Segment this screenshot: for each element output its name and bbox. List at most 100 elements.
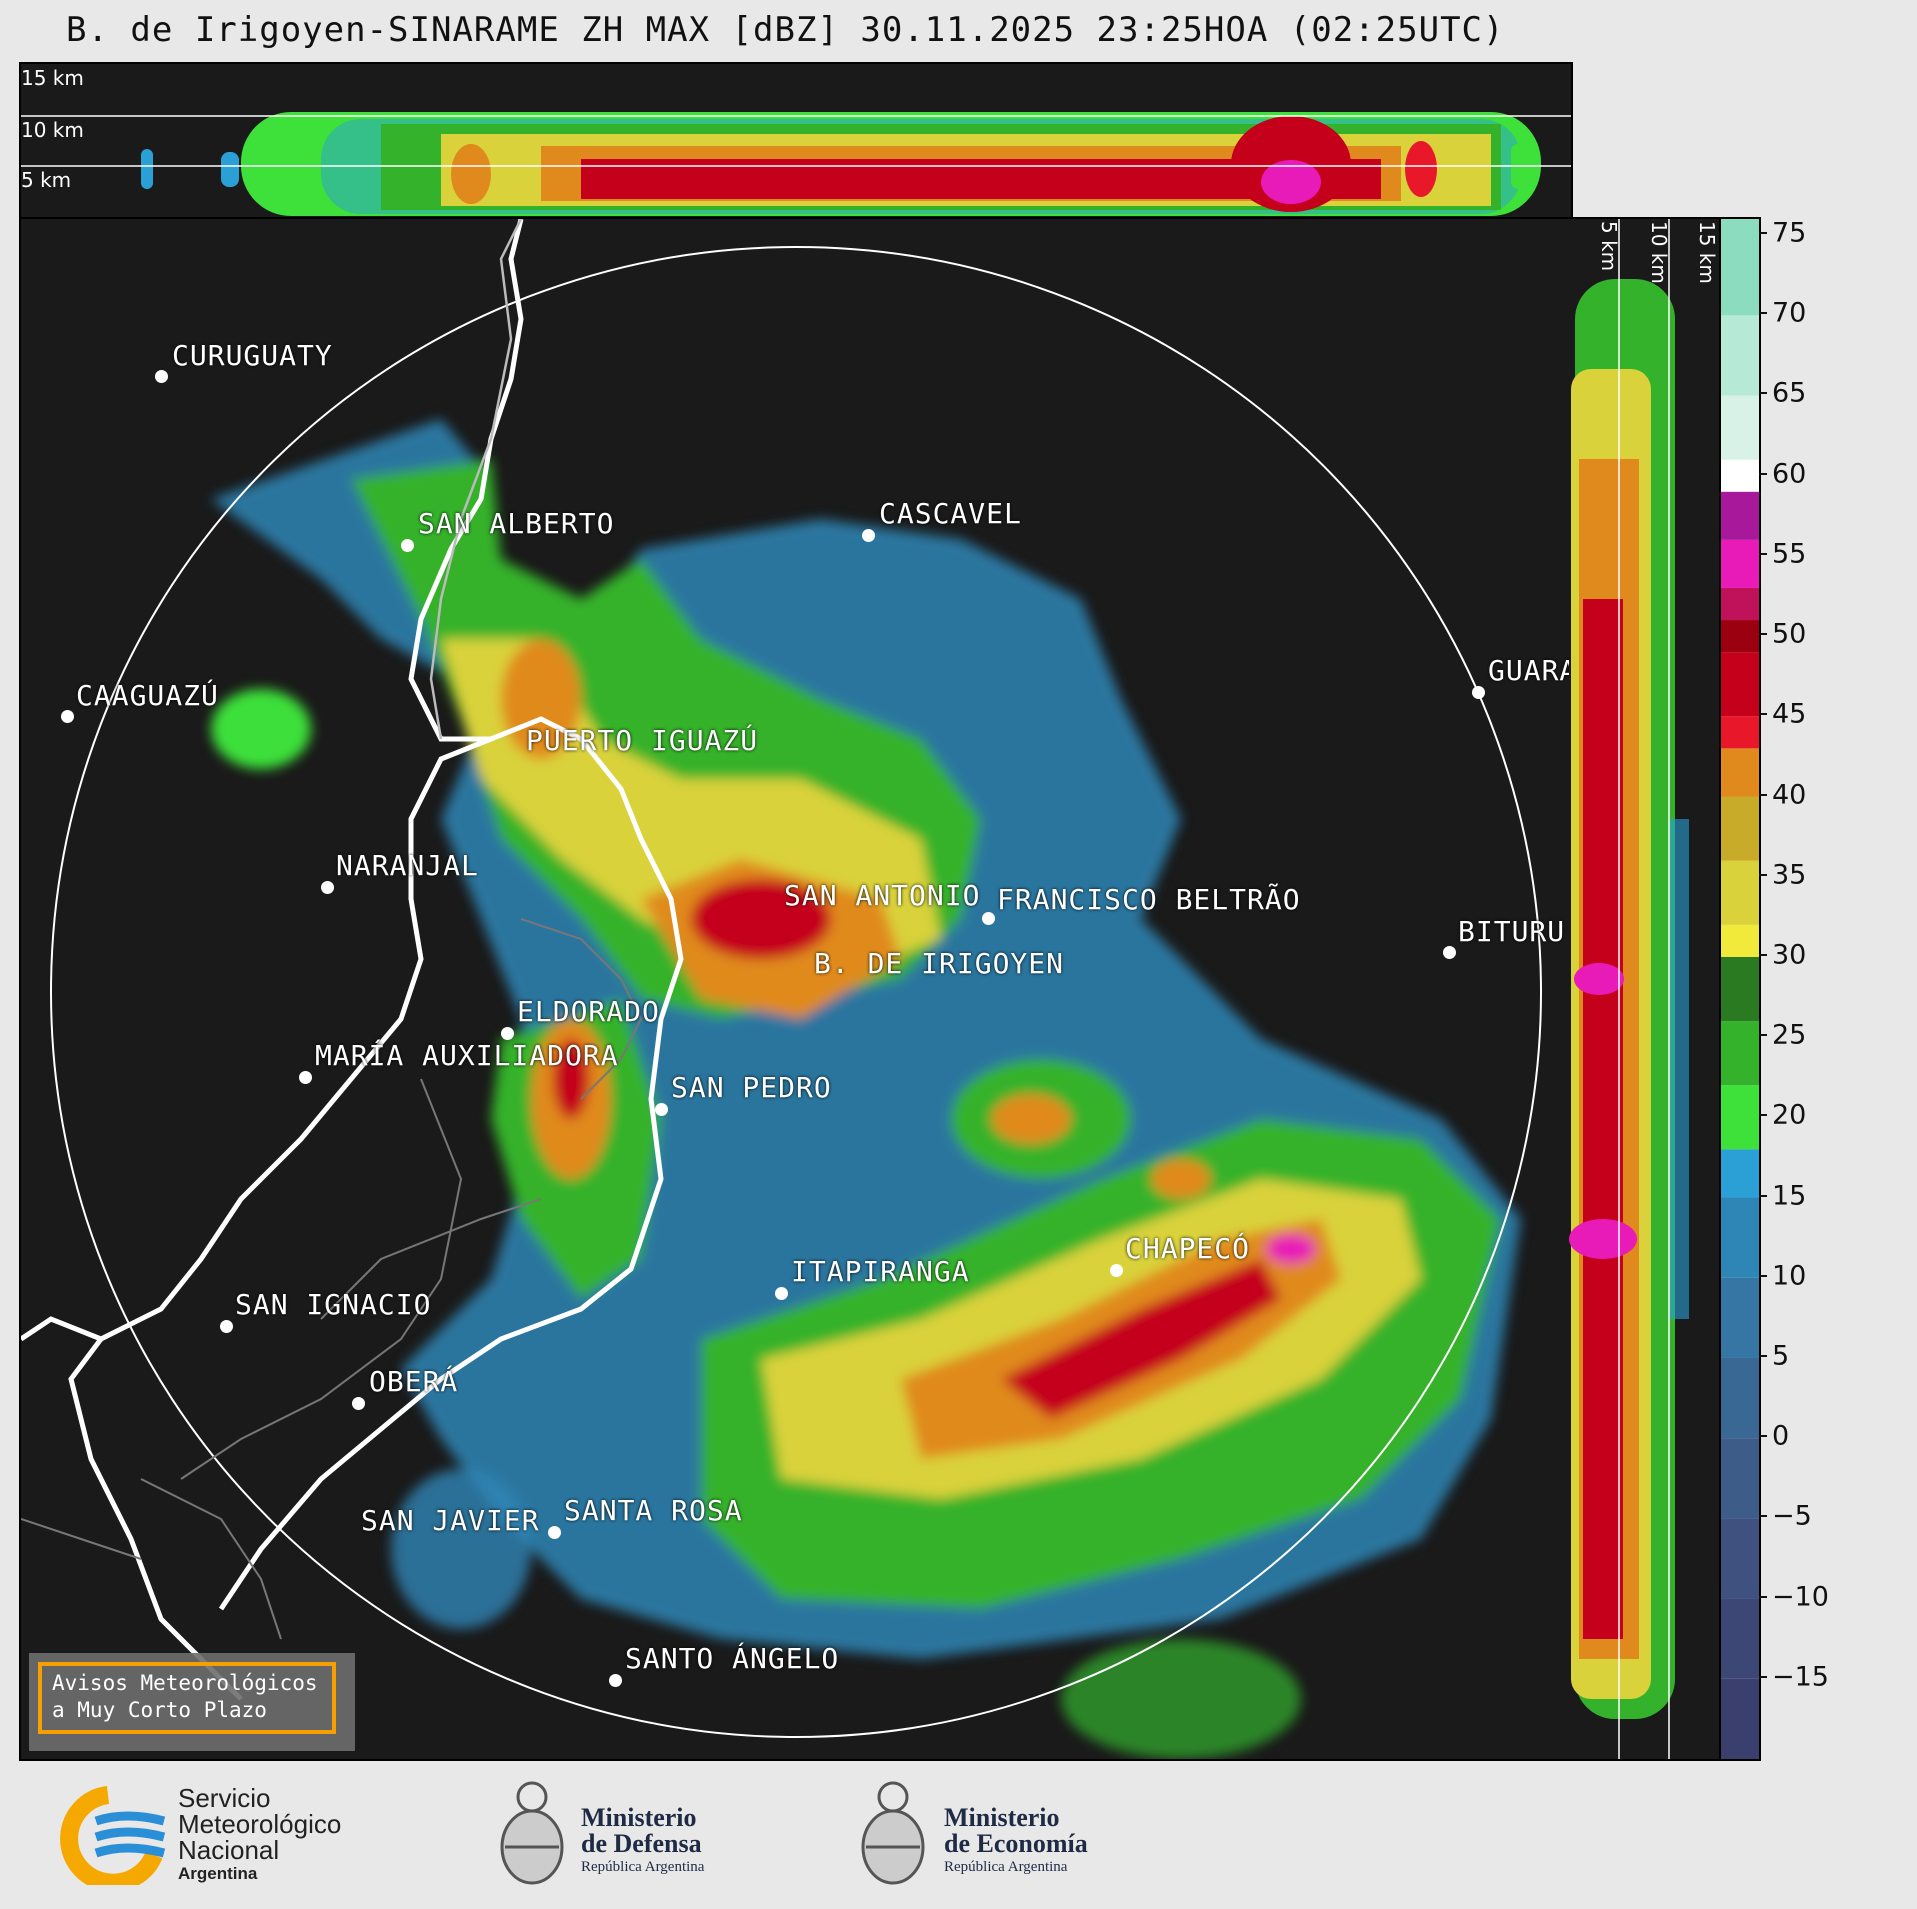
colorbar-tick-mark — [1759, 1675, 1767, 1678]
colorbar-tick-mark — [1759, 1354, 1767, 1357]
smn-text-3: Nacional — [178, 1835, 280, 1865]
colorbar-tick-mark — [1759, 552, 1767, 555]
colorbar-tick-label: 30 — [1772, 939, 1807, 971]
city-label-san-ignacio: SAN IGNACIO — [235, 1288, 432, 1321]
colorbar-segment — [1721, 748, 1759, 797]
economia-logo[interactable]: Ministerio de Economía República Argenti… — [856, 1775, 1136, 1895]
radar-map-panel[interactable]: CURUGUATY SAN ALBERTO CASCAVEL CAAGUAZÚ … — [19, 217, 1573, 1761]
colorbar-tick-mark — [1759, 1274, 1767, 1277]
colorbar-segment — [1721, 1197, 1759, 1278]
smn-text-2: Meteorológico — [178, 1809, 342, 1839]
colorbar-tick-label: 55 — [1772, 538, 1807, 570]
colorbar-tick-mark — [1759, 1114, 1767, 1117]
city-dot-chapeco — [1110, 1264, 1123, 1277]
colorbar-segment — [1721, 539, 1759, 588]
city-label-santa-rosa: SANTA ROSA — [564, 1494, 743, 1527]
colorbar-tick-mark — [1759, 713, 1767, 716]
argentina-coat-of-arms-icon — [500, 1781, 564, 1885]
colorbar-tick-mark — [1759, 633, 1767, 636]
colorbar-segment — [1721, 1357, 1759, 1439]
colorbar-segment — [1721, 1085, 1759, 1150]
colorbar-segment — [1721, 1277, 1759, 1358]
city-label-obera: OBERÁ — [369, 1365, 459, 1398]
city-label-santo-angelo: SANTO ÁNGELO — [625, 1642, 840, 1675]
city-label-san-antonio: SAN ANTONIO — [784, 879, 981, 912]
radar-title: B. de Irigoyen-SINARAME ZH MAX [dBZ] 30.… — [66, 10, 1505, 50]
colorbar-segment — [1721, 956, 1759, 1022]
smn-text-1: Servicio — [178, 1783, 271, 1813]
dbz-colorbar — [1719, 217, 1761, 1761]
city-label-puerto-iguazu: PUERTO IGUAZÚ — [526, 724, 759, 757]
top-cross-section-panel: 15 km 10 km 5 km — [19, 62, 1573, 221]
city-label-francisco-beltrao: FRANCISCO BELTRÃO — [997, 883, 1301, 916]
defensa-text-3: República Argentina — [581, 1859, 705, 1875]
economia-text-3: República Argentina — [944, 1859, 1068, 1875]
city-label-cascavel: CASCAVEL — [879, 497, 1022, 530]
colorbar-tick-label: −10 — [1772, 1581, 1829, 1613]
colorbar-segment — [1721, 620, 1759, 653]
city-label-san-pedro: SAN PEDRO — [671, 1071, 832, 1104]
city-label-curuguaty: CURUGUATY — [172, 339, 333, 372]
radar-reflectivity-map — [21, 219, 1542, 1759]
colorbar-segment — [1721, 459, 1759, 492]
colorbar-tick-mark — [1759, 312, 1767, 315]
colorbar-tick-label: 45 — [1772, 698, 1807, 730]
colorbar-segment — [1721, 1438, 1759, 1519]
city-dot-san-pedro — [655, 1103, 668, 1116]
colorbar-tick-label: 65 — [1772, 377, 1807, 409]
side-cross-section-panel: 5 km 10 km 15 km — [1569, 217, 1721, 1761]
colorbar-tick-label: 60 — [1772, 458, 1807, 490]
city-dot-francisco-beltrao — [982, 912, 995, 925]
colorbar-tick-label: −5 — [1772, 1500, 1812, 1532]
colorbar-segment — [1721, 860, 1759, 925]
argentina-coat-of-arms-icon-2 — [861, 1781, 925, 1885]
city-label-naranjal: NARANJAL — [336, 849, 479, 882]
colorbar-tick-mark — [1759, 472, 1767, 475]
colorbar-tick-label: 25 — [1772, 1019, 1807, 1051]
city-dot-san-ignacio — [220, 1320, 233, 1333]
colorbar-tick-mark — [1759, 232, 1767, 235]
colorbar-tick-label: 20 — [1772, 1099, 1807, 1131]
colorbar-segment — [1721, 587, 1759, 621]
smn-text-4: Argentina — [178, 1864, 258, 1883]
smn-logo[interactable]: Servicio Meteorológico Nacional Argentin… — [56, 1783, 396, 1892]
avisos-box[interactable]: Avisos Meteorológicos a Muy Corto Plazo — [29, 1653, 355, 1751]
city-label-san-javier: SAN JAVIER — [361, 1504, 540, 1537]
colorbar-tick-mark — [1759, 1595, 1767, 1598]
defensa-text-2: de Defensa — [581, 1829, 702, 1858]
colorbar-tick-mark — [1759, 1515, 1767, 1518]
city-label-b-de-irigoyen: B. DE IRIGOYEN — [814, 947, 1065, 980]
colorbar-segment — [1721, 491, 1759, 540]
colorbar-segment — [1721, 796, 1759, 861]
city-label-guara: GUARA — [1488, 654, 1573, 687]
city-dot-guara — [1472, 686, 1485, 699]
side-altitude-10km: 10 km — [1647, 221, 1671, 284]
colorbar-tick-label: 0 — [1772, 1420, 1790, 1452]
defensa-logo[interactable]: Ministerio de Defensa República Argentin… — [495, 1775, 755, 1895]
defensa-text-1: Ministerio — [581, 1803, 697, 1832]
avisos-frame: Avisos Meteorológicos a Muy Corto Plazo — [38, 1662, 336, 1734]
city-dot-santo-angelo — [609, 1674, 622, 1687]
city-dot-bituru — [1443, 946, 1456, 959]
economia-text-2: de Economía — [944, 1829, 1088, 1858]
city-label-itapiranga: ITAPIRANGA — [791, 1255, 970, 1288]
colorbar-tick-mark — [1759, 392, 1767, 395]
colorbar-tick-mark — [1759, 793, 1767, 796]
colorbar-tick-label: 5 — [1772, 1340, 1790, 1372]
avisos-line-2: a Muy Corto Plazo — [52, 1698, 267, 1722]
side-cross-section-image — [1569, 219, 1689, 1759]
colorbar-tick-label: −15 — [1772, 1661, 1829, 1693]
economia-text-1: Ministerio — [944, 1803, 1060, 1832]
city-dot-eldorado — [501, 1027, 514, 1040]
colorbar-segment — [1721, 652, 1759, 717]
colorbar-tick-label: 50 — [1772, 618, 1807, 650]
city-label-san-alberto: SAN ALBERTO — [418, 507, 615, 540]
avisos-line-1: Avisos Meteorológicos — [52, 1671, 318, 1695]
colorbar-segment — [1721, 1518, 1759, 1599]
colorbar-tick-mark — [1759, 953, 1767, 956]
colorbar-tick-mark — [1759, 1034, 1767, 1037]
city-dot-cascavel — [862, 529, 875, 542]
colorbar-tick-label: 70 — [1772, 297, 1807, 329]
colorbar-tick-label: 75 — [1772, 217, 1807, 249]
colorbar-segment — [1721, 924, 1759, 957]
